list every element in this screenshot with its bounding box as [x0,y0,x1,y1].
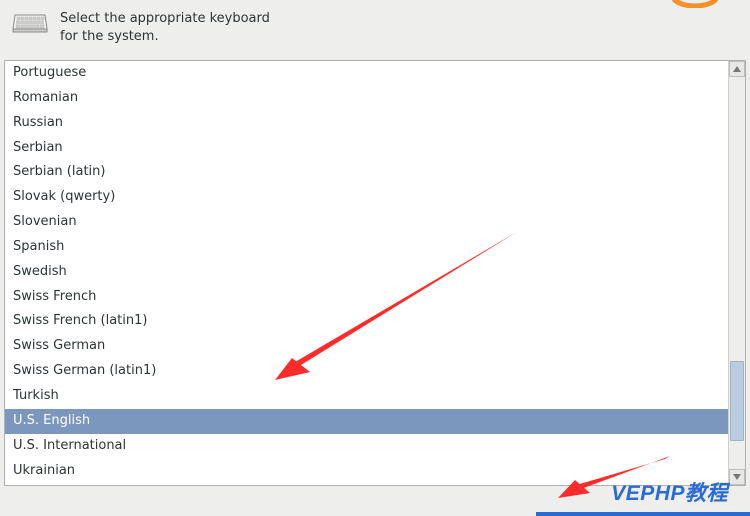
watermark-text: VEPHP教程 [611,477,728,507]
scrollbar-thumb[interactable] [730,361,744,441]
scroll-up-button[interactable] [729,61,745,77]
keyboard-option[interactable]: Russian [5,111,728,136]
keyboard-option[interactable]: Swiss German [5,334,728,359]
watermark-underline [536,512,750,516]
keyboard-listbox[interactable]: PortugueseRomanianRussianSerbianSerbian … [5,61,728,485]
keyboard-option[interactable]: Slovak (qwerty) [5,185,728,210]
keyboard-option[interactable]: Swiss French (latin1) [5,309,728,334]
keyboard-option[interactable]: U.S. English [5,409,728,434]
keyboard-option[interactable]: Romanian [5,86,728,111]
keyboard-option[interactable]: Spanish [5,235,728,260]
keyboard-option[interactable]: Serbian [5,136,728,161]
keyboard-option[interactable]: Swiss German (latin1) [5,359,728,384]
keyboard-option[interactable]: U.S. International [5,434,728,459]
keyboard-option[interactable]: Serbian (latin) [5,160,728,185]
keyboard-option[interactable]: Slovenian [5,210,728,235]
instruction-text: Select the appropriate keyboard for the … [60,8,290,45]
scroll-down-button[interactable] [729,469,745,485]
scrollbar[interactable] [728,61,745,485]
distro-logo-fragment [670,0,720,8]
keyboard-option[interactable]: Swiss French [5,285,728,310]
keyboard-icon [12,10,48,36]
keyboard-option[interactable]: Portuguese [5,61,728,86]
keyboard-option[interactable]: Swedish [5,260,728,285]
keyboard-list-container: PortugueseRomanianRussianSerbianSerbian … [4,60,746,486]
keyboard-option[interactable]: Turkish [5,384,728,409]
